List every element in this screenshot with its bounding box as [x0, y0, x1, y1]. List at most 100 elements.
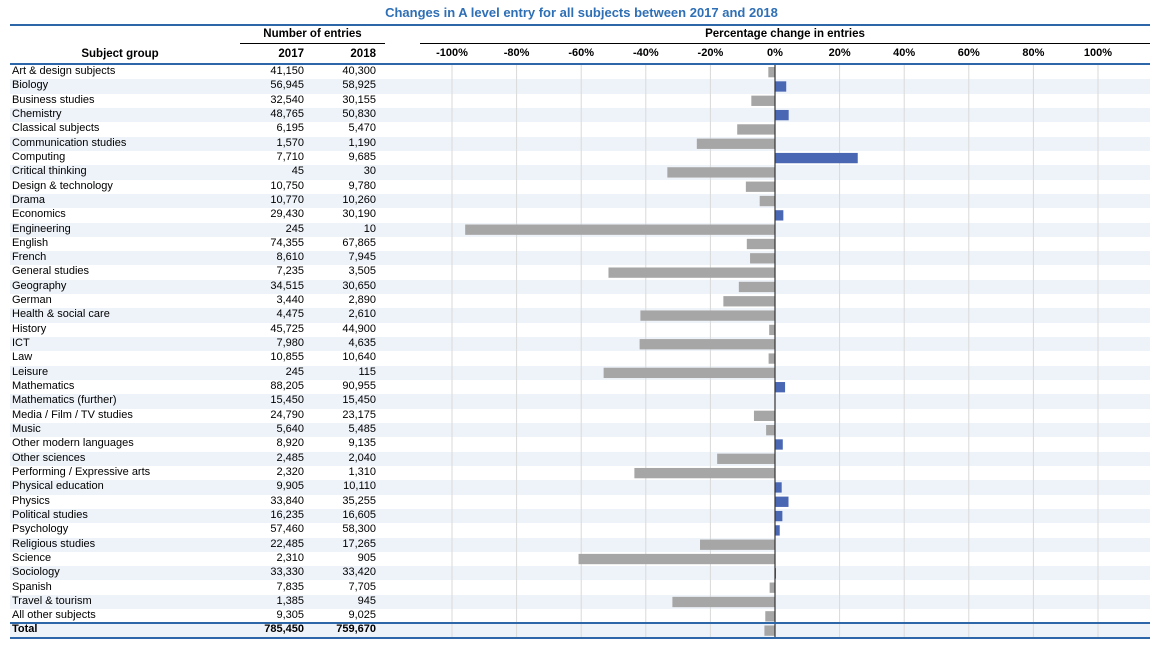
entries-underline [240, 43, 385, 44]
entries-2018: 9,025 [348, 609, 376, 622]
bar-general-studies [608, 267, 775, 278]
entries-2018: 5,470 [348, 122, 376, 135]
entries-2017: 7,980 [276, 337, 304, 350]
row-stripe [10, 308, 1150, 323]
bar-biology [775, 81, 787, 92]
entries-2018: 759,670 [336, 623, 376, 636]
entries-2018: 1,190 [348, 136, 376, 149]
entries-2018: 10,110 [343, 480, 376, 493]
entries-2018: 10,640 [342, 351, 376, 364]
row-stripe [10, 136, 1150, 151]
subject-label: Mathematics [12, 380, 75, 393]
subject-label: Psychology [12, 523, 69, 536]
bar-critical-thinking [667, 167, 775, 178]
entries-2018: 58,925 [342, 79, 376, 92]
header-bottom-rule [10, 63, 1150, 65]
entries-2018: 30,190 [342, 208, 376, 221]
entries-2017: 245 [285, 222, 304, 235]
entries-2017: 5,640 [276, 423, 304, 435]
entries-2017: 56,945 [270, 79, 304, 92]
subject-label: Physical education [12, 480, 104, 493]
entries-2018: 35,255 [342, 494, 376, 507]
entries-2017: 10,855 [270, 351, 304, 364]
bar-chemistry [775, 109, 789, 121]
entries-2017: 245 [285, 365, 304, 378]
bar-history [769, 324, 775, 336]
row-stripe [10, 279, 1150, 295]
entries-2017: 34,515 [270, 279, 304, 292]
year-2017-header: 2017 [278, 48, 304, 60]
entries-2017: 2,485 [276, 451, 304, 464]
bar-political-studies [775, 510, 783, 522]
x-tick-label: -20% [697, 47, 724, 59]
x-tick-label: 80% [1022, 47, 1045, 59]
row-stripe [10, 251, 1150, 266]
entries-2017: 3,440 [276, 294, 304, 307]
subject-label: Other sciences [12, 451, 86, 464]
entries-2017: 4,475 [276, 308, 304, 321]
entries-2017: 1,570 [276, 136, 304, 149]
bar-travel-tourism [672, 596, 775, 608]
bar-physical-education [775, 482, 782, 493]
entries-2017: 15,450 [270, 394, 304, 407]
entries-2018: 5,485 [348, 423, 376, 435]
entries-2017: 9,305 [276, 609, 304, 622]
bar-ict [639, 339, 775, 350]
entries-2017: 2,310 [276, 551, 304, 564]
subject-label: German [12, 294, 52, 307]
subject-label: Music [12, 423, 41, 435]
entries-2018: 33,420 [342, 566, 376, 579]
entries-2018: 10,260 [342, 193, 376, 206]
subject-group-header: Subject group [81, 48, 159, 60]
x-tick-label: 100% [1083, 47, 1113, 59]
entries-2018: 9,135 [348, 437, 376, 450]
subject-label: English [12, 236, 49, 249]
bar-design-technology [745, 181, 775, 192]
bar-physics [775, 496, 789, 507]
entries-2018: 30,650 [342, 279, 376, 292]
bar-classical-subjects [737, 124, 775, 135]
row-stripe [10, 537, 1150, 552]
entries-2018: 3,505 [348, 265, 376, 278]
entries-2017: 48,765 [270, 107, 304, 120]
entries-header: Number of entries [263, 28, 362, 40]
bar-law [768, 353, 775, 364]
entries-2017: 74,355 [270, 236, 304, 249]
bar-mathematics [775, 382, 786, 393]
subject-label: Geography [12, 279, 67, 292]
entries-2018: 30 [363, 165, 376, 178]
row-stripe [10, 451, 1150, 466]
bar-all-other-subjects [765, 611, 775, 622]
entries-2017: 16,235 [270, 508, 304, 521]
entries-2017: 10,750 [270, 179, 304, 192]
x-tick-label: 40% [893, 47, 916, 59]
entries-2017: 7,235 [276, 265, 304, 278]
entries-2018: 945 [357, 594, 376, 607]
subject-label: Engineering [12, 222, 71, 235]
row-stripe [10, 566, 1150, 581]
subject-label: Other modern languages [12, 437, 134, 450]
bar-music [766, 425, 775, 436]
bar-religious-studies [700, 539, 775, 550]
change-underline [420, 43, 1150, 44]
row-stripe [10, 508, 1150, 524]
subject-label: Biology [12, 79, 49, 92]
entries-2018: 905 [357, 551, 376, 564]
entries-2018: 2,890 [348, 294, 376, 307]
row-stripe [10, 394, 1150, 409]
subject-label: Religious studies [12, 537, 96, 550]
entries-2017: 32,540 [270, 93, 304, 106]
entries-2017: 785,450 [264, 623, 304, 636]
entries-2018: 115 [358, 365, 376, 378]
subject-label: ICT [12, 337, 30, 350]
bar-science [578, 553, 775, 565]
row-stripe [10, 165, 1150, 180]
subject-label: Communication studies [12, 136, 127, 149]
row-stripe [10, 365, 1150, 381]
entries-2018: 1,310 [348, 465, 376, 478]
entries-2017: 1,385 [276, 594, 304, 607]
table-bottom-rule [10, 637, 1150, 639]
entries-2018: 2,040 [348, 451, 376, 464]
subject-label: General studies [12, 265, 90, 278]
bar-communication-studies [696, 138, 775, 149]
